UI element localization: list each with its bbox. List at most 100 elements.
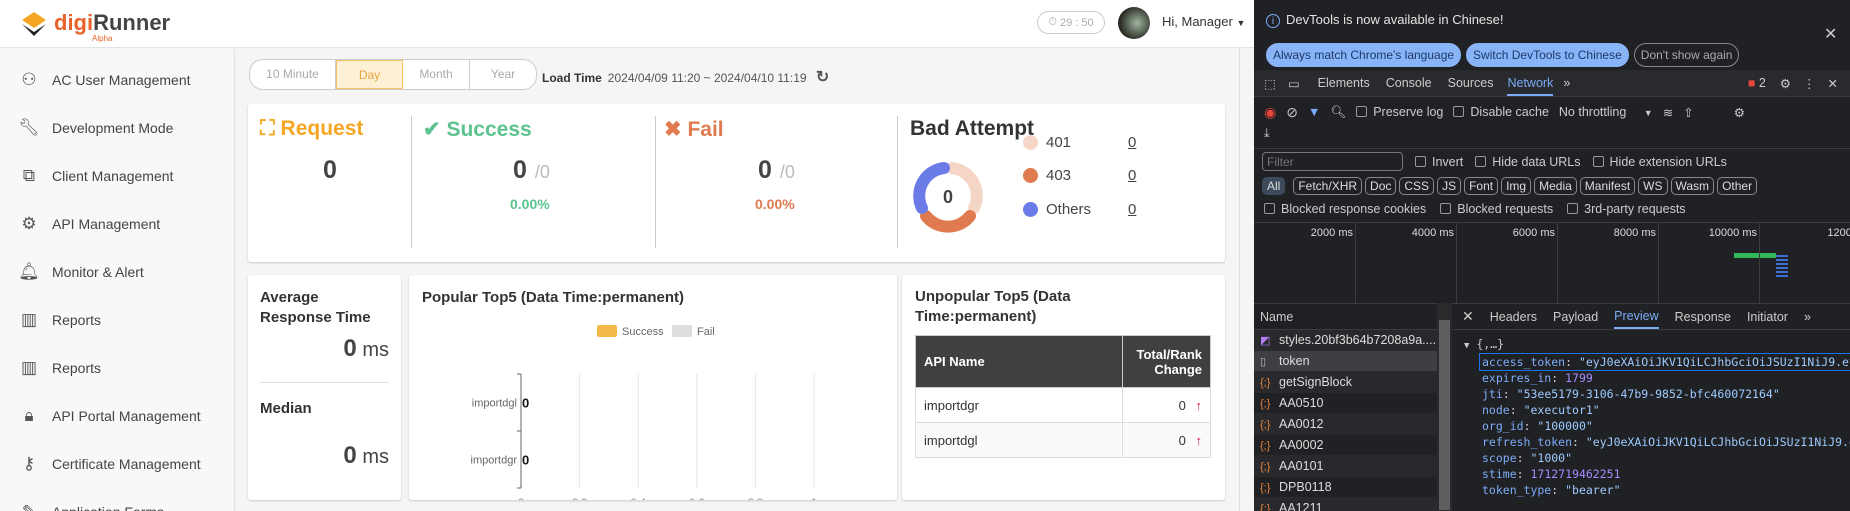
sidebar-item[interactable]: ⚙ API Management (0, 204, 235, 244)
legend-swatch-fail[interactable] (672, 325, 692, 337)
inspect-icon[interactable]: ⬚ (1264, 76, 1276, 91)
json-root[interactable]: ▼ {,…} (1464, 336, 1850, 354)
network-conditions-icon[interactable]: ≋ (1662, 105, 1674, 120)
json-field[interactable]: expires_in: 1799 (1482, 371, 1593, 385)
more-menu-icon[interactable]: ⋮ (1803, 76, 1816, 91)
sidebar-item[interactable]: ⧉ Client Management (0, 156, 235, 196)
record-icon[interactable]: ◉ (1264, 103, 1277, 120)
sidebar-item[interactable]: 🔧︎ Development Mode (0, 108, 235, 148)
json-field[interactable]: access_token: "eyJ0eXAiOiJKV1QiLCJhbGciO… (1479, 353, 1850, 371)
invert-checkbox[interactable]: Invert (1415, 155, 1463, 169)
period-day[interactable]: Day (336, 60, 403, 89)
request-row[interactable]: {;} DPB0118 (1254, 477, 1437, 498)
type-filter-font[interactable]: Font (1464, 177, 1499, 195)
type-filter-wasm[interactable]: Wasm (1670, 177, 1715, 195)
sidebar-item[interactable]: ▥ Reports (0, 300, 235, 340)
request-row[interactable]: {;} AA0101 (1254, 456, 1437, 477)
filter-input[interactable] (1262, 152, 1403, 171)
json-field[interactable]: stime: 1712719462251 (1482, 467, 1621, 481)
json-field[interactable]: token_type: "bearer" (1482, 483, 1621, 497)
request-row[interactable]: ◩ styles.20bf3b64b7208a9a.... (1254, 330, 1437, 351)
json-field[interactable]: node: "executor1" (1482, 403, 1600, 417)
unpopular-card: Unpopular Top5 (Data Time:permanent) API… (902, 275, 1225, 500)
more-tabs-icon[interactable]: » (1563, 76, 1571, 90)
close-devtools-icon[interactable]: ✕ (1827, 76, 1838, 91)
tab-network[interactable]: Network (1507, 71, 1554, 96)
name-column-header[interactable]: Name (1254, 303, 1437, 330)
type-filter-fetchxhr[interactable]: Fetch/XHR (1293, 177, 1363, 195)
request-row[interactable]: {;} AA0012 (1254, 414, 1437, 435)
avatar[interactable] (1118, 7, 1150, 39)
search-icon[interactable]: 🔍︎ (1330, 104, 1347, 119)
type-filter-other[interactable]: Other (1717, 177, 1758, 195)
blocked-requests-checkbox[interactable]: Blocked requests (1440, 202, 1553, 216)
network-timeline[interactable]: 2000 ms 4000 ms 6000 ms 8000 ms 10000 ms 1200… (1254, 222, 1850, 304)
legend-swatch-success[interactable] (597, 325, 617, 337)
tab-sources[interactable]: Sources (1447, 76, 1494, 90)
period-year[interactable]: Year (490, 67, 516, 81)
json-field[interactable]: org_id: "100000" (1482, 419, 1593, 433)
disable-cache-checkbox[interactable]: Disable cache (1453, 105, 1549, 119)
sidebar-item[interactable]: ⚷ Certificate Management (0, 444, 235, 484)
filter-icon[interactable]: ▼ (1307, 105, 1321, 119)
type-filter-manifest[interactable]: Manifest (1579, 177, 1636, 195)
detail-tab-headers[interactable]: Headers (1489, 309, 1537, 324)
detail-tab-preview[interactable]: Preview (1614, 304, 1659, 329)
download-icon[interactable]: ⤓ (1264, 126, 1270, 140)
sidebar-item[interactable]: ⚇ AC User Management (0, 60, 235, 100)
preserve-log-checkbox[interactable]: Preserve log (1356, 105, 1443, 119)
switch-chinese-button[interactable]: Switch DevTools to Chinese (1466, 43, 1629, 67)
tab-elements[interactable]: Elements (1317, 76, 1370, 90)
request-row[interactable]: {;} getSignBlock (1254, 372, 1437, 393)
third-party-checkbox[interactable]: 3rd-party requests (1567, 202, 1686, 216)
request-row[interactable]: {;} AA1211 (1254, 498, 1437, 511)
sidebar-item[interactable]: 🔔︎ Monitor & Alert (0, 252, 235, 292)
type-filter-img[interactable]: Img (1501, 177, 1532, 195)
device-toolbar-icon[interactable]: ▭ (1287, 76, 1300, 91)
tab-console[interactable]: Console (1385, 76, 1432, 90)
detail-tab-response[interactable]: Response (1674, 309, 1731, 324)
type-filter-js[interactable]: JS (1437, 177, 1462, 195)
sidebar-item[interactable]: 🔒︎ API Portal Management (0, 396, 235, 436)
upload-icon[interactable]: ⇧ (1683, 105, 1694, 120)
scrollbar[interactable] (1239, 48, 1240, 511)
hide-data-urls-checkbox[interactable]: Hide data URLs (1475, 155, 1581, 169)
type-filter-doc[interactable]: Doc (1365, 177, 1397, 195)
period-month[interactable]: Month (403, 60, 470, 89)
throttling-select[interactable]: No throttling ▼ (1559, 105, 1653, 119)
settings-icon[interactable]: ⚙ (1779, 76, 1792, 91)
sidebar-item[interactable]: ▥ Reports (0, 348, 235, 388)
clear-icon[interactable]: ⊘ (1286, 103, 1298, 120)
json-field[interactable]: jti: "53ee5179-3106-47b9-9852-bfc4600721… (1482, 387, 1780, 401)
type-filter-css[interactable]: CSS (1399, 177, 1435, 195)
request-row[interactable]: {;} AA0002 (1254, 435, 1437, 456)
type-filter-media[interactable]: Media (1534, 177, 1577, 195)
type-filter-all[interactable]: All (1262, 177, 1286, 195)
legend-value-link[interactable]: 0 (1128, 167, 1137, 184)
sidebar-item-label: Application Forms (52, 504, 164, 511)
close-detail-icon[interactable]: ✕ (1462, 308, 1474, 324)
json-field[interactable]: refresh_token: "eyJ0eXAiOiJKV1QiLCJhbGci… (1482, 434, 1850, 450)
legend-value-link[interactable]: 0 (1128, 201, 1137, 218)
request-row[interactable]: ▯ token (1254, 351, 1437, 372)
more-detail-tabs-icon[interactable]: » (1803, 309, 1811, 324)
hide-extension-urls-checkbox[interactable]: Hide extension URLs (1592, 155, 1727, 169)
refresh-icon[interactable]: ↻ (815, 69, 830, 86)
legend-value-link[interactable]: 0 (1128, 134, 1137, 151)
user-menu[interactable]: Hi, Manager ▼ (1162, 14, 1245, 29)
request-list-scrollbar[interactable] (1437, 303, 1452, 511)
blocked-cookies-checkbox[interactable]: Blocked response cookies (1264, 202, 1426, 216)
json-field[interactable]: scope: "1000" (1482, 451, 1573, 465)
close-banner-icon[interactable]: ✕ (1824, 26, 1838, 43)
sidebar-item[interactable]: ✎ Application Forms (0, 492, 235, 511)
logo[interactable]: digi Runner Alpha (20, 10, 170, 43)
issues-badge[interactable]: ■ 2 (1748, 76, 1766, 90)
request-row[interactable]: {;} AA0510 (1254, 393, 1437, 414)
match-language-button[interactable]: Always match Chrome's language (1266, 43, 1462, 67)
network-settings-icon[interactable]: ⚙ (1733, 105, 1745, 120)
dont-show-button[interactable]: Don't show again (1633, 43, 1740, 67)
detail-tab-initiator[interactable]: Initiator (1746, 309, 1788, 324)
period-10-minute[interactable]: 10 Minute (250, 60, 336, 89)
type-filter-ws[interactable]: WS (1638, 177, 1668, 195)
detail-tab-payload[interactable]: Payload (1552, 309, 1599, 324)
